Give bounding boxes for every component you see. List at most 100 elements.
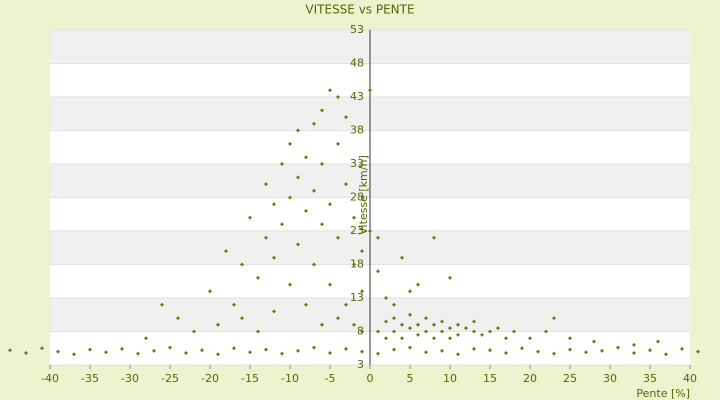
x-tick-label: 15 <box>483 372 497 385</box>
point <box>448 326 452 331</box>
point <box>568 336 572 341</box>
point <box>480 332 484 337</box>
point <box>328 202 332 207</box>
y-tick-label: 43 <box>350 90 364 103</box>
point <box>472 346 476 351</box>
point <box>440 348 444 353</box>
point <box>56 349 60 354</box>
point <box>104 350 108 355</box>
point <box>144 336 148 341</box>
x-tick-label: 40 <box>683 372 697 385</box>
point <box>288 141 292 146</box>
point <box>432 235 436 240</box>
point <box>616 345 620 350</box>
point <box>232 302 236 307</box>
point <box>344 115 348 120</box>
point <box>360 249 364 254</box>
point <box>632 342 636 347</box>
point <box>416 282 420 287</box>
point <box>376 351 380 356</box>
point <box>312 262 316 267</box>
y-tick-label: 13 <box>350 291 364 304</box>
x-tick-label: 10 <box>443 372 457 385</box>
point <box>304 302 308 307</box>
point <box>440 329 444 334</box>
point <box>312 345 316 350</box>
point <box>456 352 460 357</box>
point <box>696 349 700 354</box>
y-tick-label: 53 <box>350 23 364 36</box>
point <box>544 329 548 334</box>
y-axis-label: Vitesse [km/h] <box>357 155 370 235</box>
x-tick-label: -5 <box>325 372 336 385</box>
point <box>600 348 604 353</box>
chart-title: VITESSE vs PENTE <box>305 3 414 17</box>
x-tick-label: 0 <box>367 372 374 385</box>
point <box>376 329 380 334</box>
point <box>336 316 340 321</box>
point <box>296 242 300 247</box>
point <box>320 322 324 327</box>
point <box>376 269 380 274</box>
y-tick-label: 3 <box>357 358 364 371</box>
point <box>368 88 372 93</box>
point <box>320 108 324 113</box>
point <box>40 346 44 351</box>
point <box>424 350 428 355</box>
point <box>72 352 76 357</box>
point <box>368 229 372 233</box>
point <box>304 155 308 160</box>
x-tick-label: 30 <box>603 372 617 385</box>
point <box>552 351 556 356</box>
point <box>296 175 300 180</box>
x-tick-label: -30 <box>121 372 139 385</box>
point <box>488 348 492 353</box>
x-tick-label: 20 <box>523 372 537 385</box>
point <box>448 275 452 280</box>
point <box>512 329 516 334</box>
point <box>504 336 508 341</box>
point <box>256 329 260 334</box>
point <box>120 346 124 351</box>
point <box>568 347 572 352</box>
point <box>360 349 364 354</box>
point <box>632 350 636 355</box>
point <box>272 202 276 207</box>
point <box>384 336 388 341</box>
x-tick-label: -25 <box>161 372 179 385</box>
point <box>664 352 668 357</box>
point <box>488 329 492 334</box>
point <box>184 350 188 355</box>
point <box>296 348 300 353</box>
point <box>288 282 292 287</box>
point <box>464 326 468 331</box>
point <box>336 95 340 99</box>
point <box>320 162 324 166</box>
point <box>432 336 436 341</box>
x-tick-label: -40 <box>41 372 59 385</box>
point <box>8 348 12 353</box>
point <box>680 346 684 351</box>
point <box>248 350 252 355</box>
x-axis-label: Pente [%] <box>636 387 690 400</box>
point <box>384 296 388 300</box>
point <box>456 322 460 327</box>
x-tick-label: -35 <box>81 372 99 385</box>
point <box>176 316 180 321</box>
x-tick-label: -15 <box>241 372 259 385</box>
point <box>528 336 532 341</box>
point <box>160 302 164 307</box>
point <box>328 282 332 287</box>
point <box>648 348 652 353</box>
x-tick-label: -10 <box>281 372 299 385</box>
point <box>264 235 268 240</box>
point <box>344 182 348 187</box>
point <box>280 162 284 166</box>
point <box>208 289 212 294</box>
point <box>248 215 252 220</box>
point <box>536 349 540 354</box>
point <box>136 351 140 356</box>
point <box>496 326 500 331</box>
y-tick-label: 23 <box>350 224 364 237</box>
point <box>392 329 396 334</box>
